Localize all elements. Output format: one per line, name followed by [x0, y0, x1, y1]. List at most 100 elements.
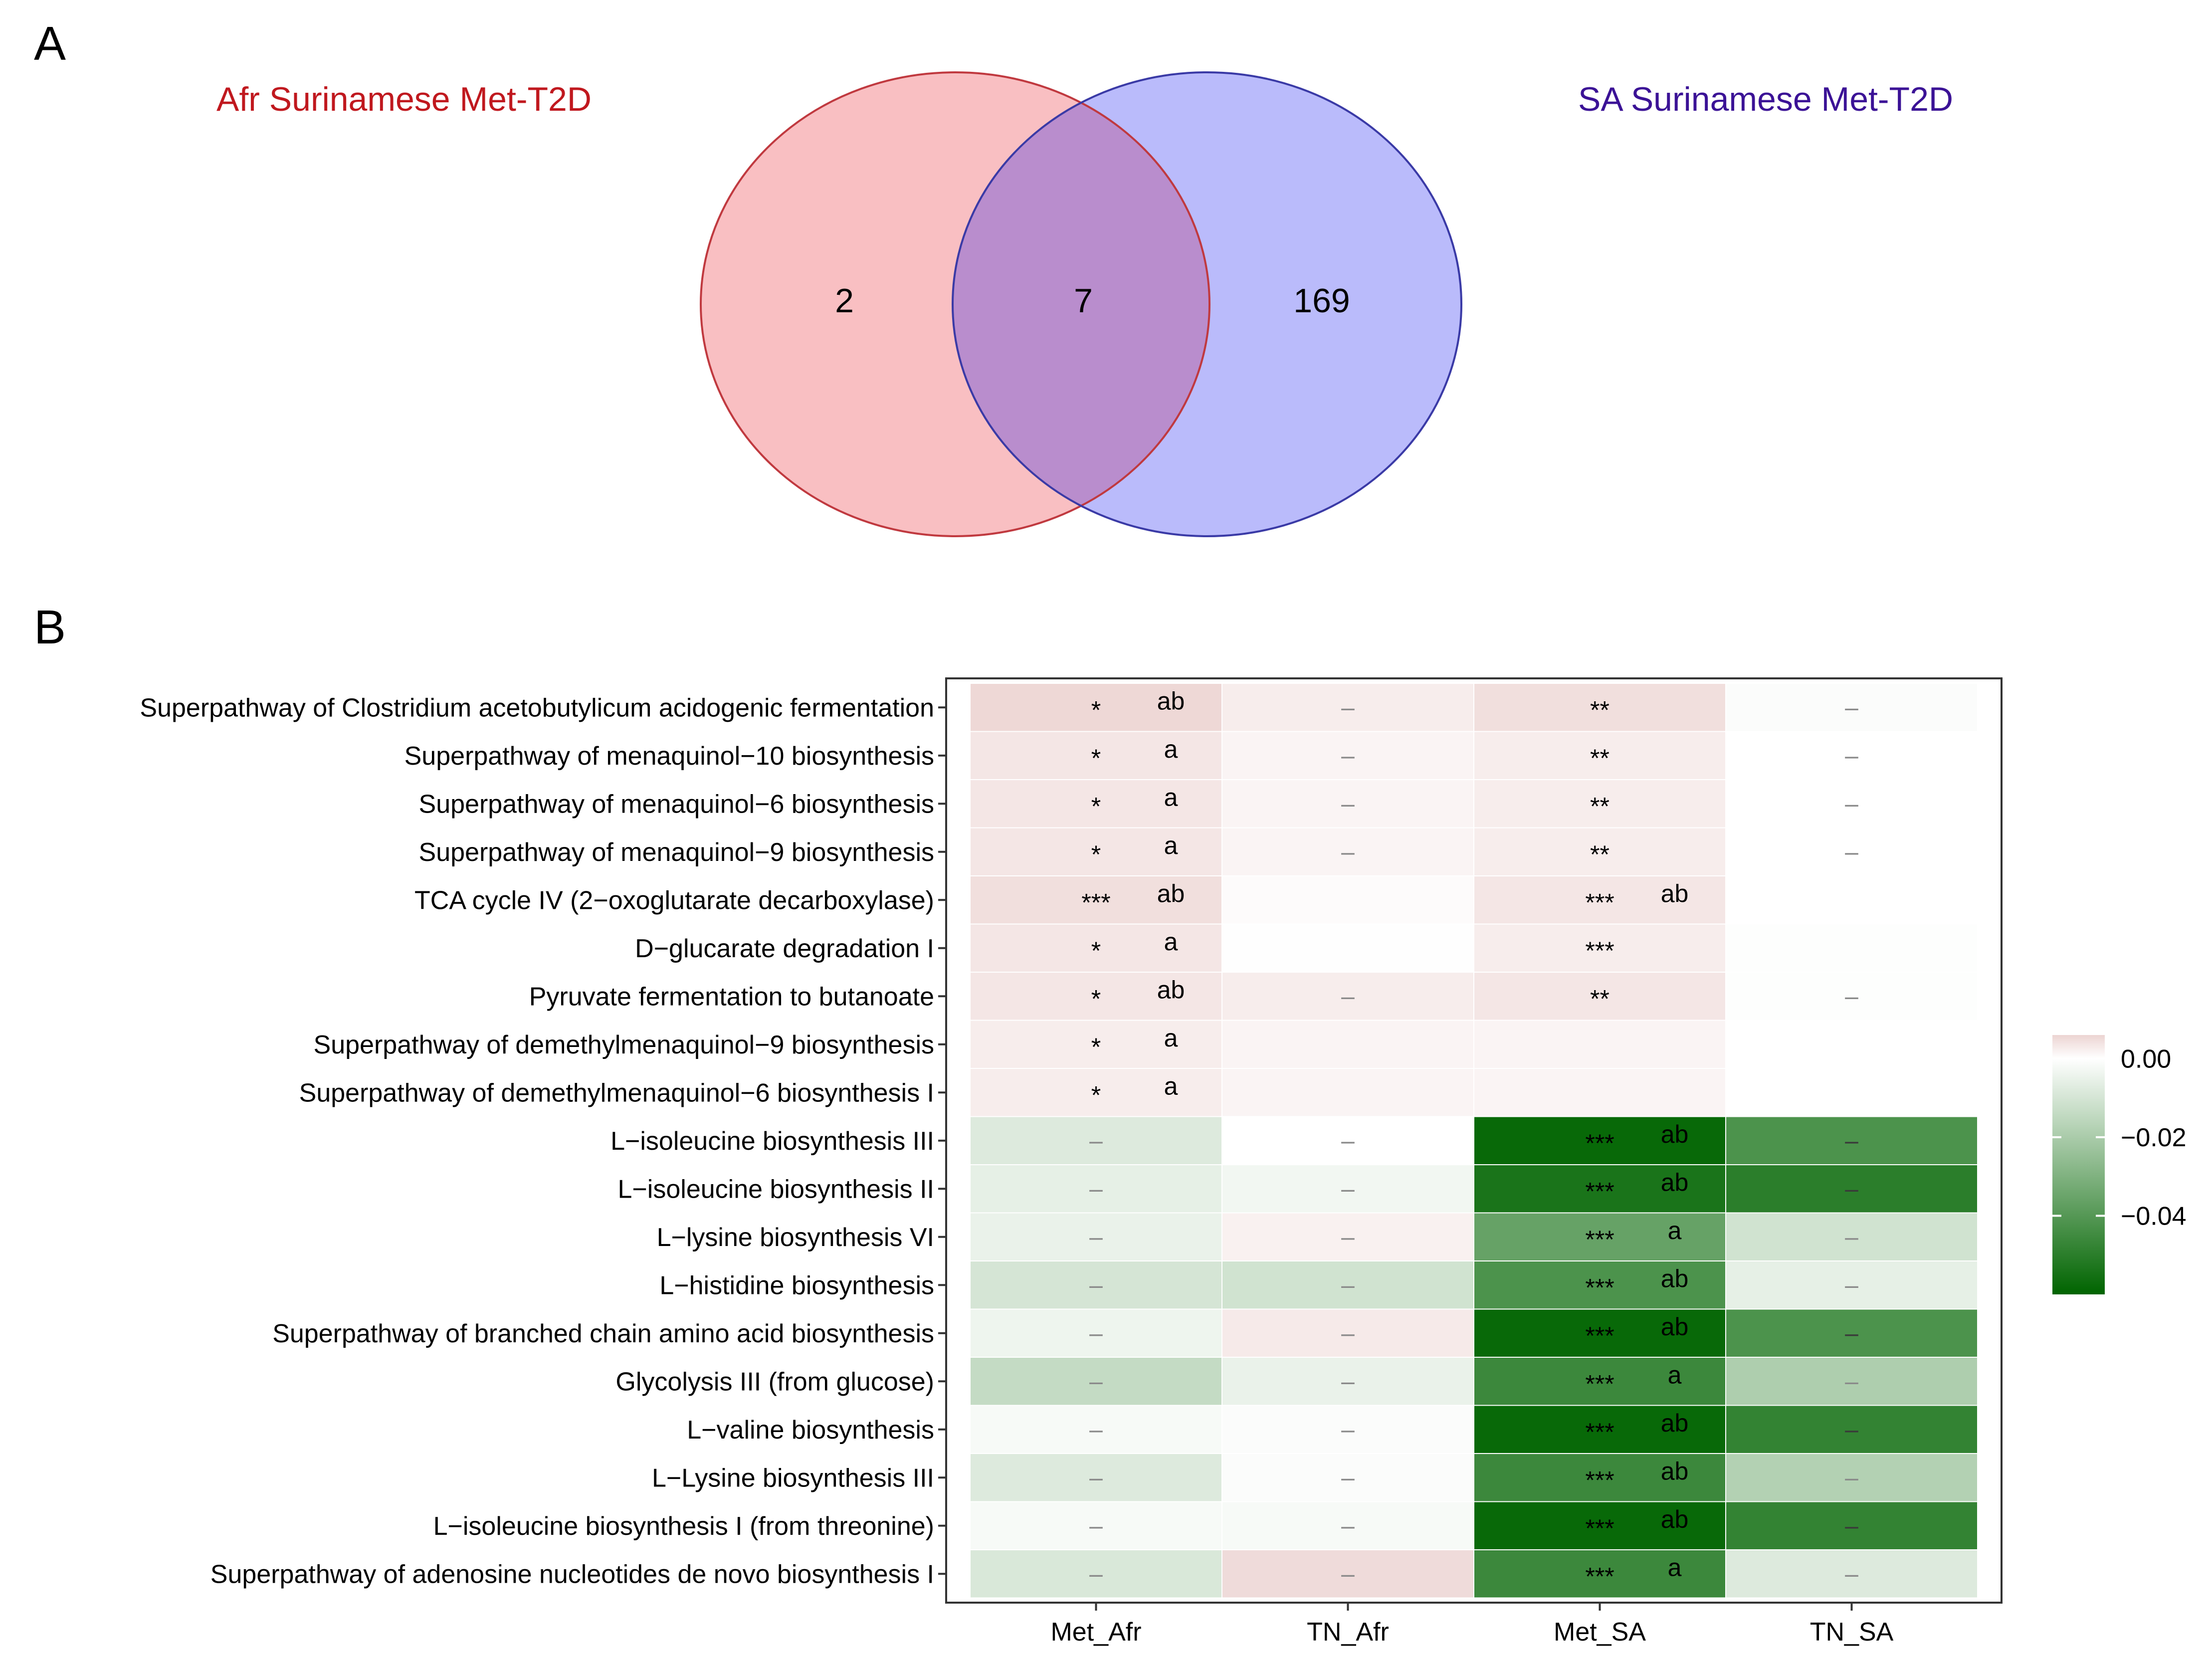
heatmap-dash: –: [1845, 1513, 1858, 1539]
heatmap-cell: [1474, 1406, 1725, 1453]
heatmap-cell: [1222, 684, 1473, 731]
heatmap-cell: [1726, 1406, 1977, 1453]
heatmap-row-label: L−isoleucine biosynthesis II: [618, 1175, 935, 1204]
significance-stars: *: [1091, 744, 1101, 772]
heatmap-row-label: L−valine biosynthesis: [687, 1416, 934, 1445]
heatmap-cell: [1474, 924, 1725, 972]
heatmap-dash: –: [1089, 1417, 1103, 1443]
heatmap-dash: –: [1845, 839, 1858, 865]
heatmap-cell: [1726, 1550, 1977, 1598]
heatmap-dash: –: [1845, 743, 1858, 769]
group-letter: ab: [1661, 1457, 1689, 1485]
heatmap-cell: [1474, 1502, 1725, 1549]
group-letter: a: [1164, 832, 1178, 859]
legend-colorbar: [2052, 1035, 2105, 1294]
heatmap-cell: [971, 1406, 1221, 1453]
significance-stars: ***: [1585, 1466, 1614, 1494]
heatmap-dash: –: [1845, 1417, 1858, 1443]
heatmap-cell: [1726, 924, 1977, 972]
group-letter: ab: [1157, 976, 1185, 1004]
venn-diagram: Afr Surinamese Met-T2D SA Surinamese Met…: [216, 71, 1953, 537]
heatmap-dash: –: [1845, 1128, 1858, 1154]
heatmap-row-label: Superpathway of menaquinol−6 biosynthesi…: [419, 790, 934, 819]
group-letter: a: [1164, 735, 1178, 763]
heatmap-dash: –: [1845, 1320, 1858, 1347]
heatmap-cell: [1726, 876, 1977, 924]
heatmap-cell: [1726, 1502, 1977, 1549]
group-letter: ab: [1661, 1409, 1689, 1437]
heatmap-row-label: Superpathway of branched chain amino aci…: [272, 1319, 934, 1348]
venn-set-label-sa: SA Surinamese Met-T2D: [1578, 80, 1953, 118]
heatmap-cell: [971, 973, 1221, 1020]
significance-stars: ***: [1585, 1370, 1614, 1398]
venn-count-intersection: 7: [1074, 282, 1093, 320]
significance-stars: **: [1590, 840, 1609, 868]
heatmap-cell: [1222, 1454, 1473, 1501]
heatmap-cell: [1726, 1069, 1977, 1116]
heatmap-dash: –: [1845, 1368, 1858, 1395]
heatmap-cell: [1222, 1069, 1473, 1116]
heatmap-cell: [971, 1261, 1221, 1309]
heatmap-cell: [1222, 973, 1473, 1020]
group-letter: ab: [1157, 687, 1185, 715]
heatmap-cell: [971, 684, 1221, 731]
heatmap-row-label: D−glucarate degradation I: [635, 934, 934, 963]
significance-stars: **: [1590, 744, 1609, 772]
heatmap-cell: [971, 1550, 1221, 1598]
color-legend: 0.00 −0.02 −0.04: [2052, 1035, 2187, 1294]
heatmap-cell: [1222, 1358, 1473, 1405]
significance-stars: ***: [1585, 1418, 1614, 1446]
significance-stars: *: [1091, 937, 1101, 965]
heatmap-cell: [1474, 1358, 1725, 1405]
heatmap-dash: –: [1845, 694, 1858, 721]
heatmap-column-label: TN_SA: [1810, 1618, 1894, 1647]
heatmap-row-label: Superpathway of Clostridium acetobutylic…: [140, 693, 934, 722]
heatmap-dash: –: [1089, 1464, 1103, 1491]
significance-stars: ***: [1585, 888, 1614, 916]
heatmap-cell: [1726, 732, 1977, 779]
heatmap-cell: [1474, 732, 1725, 779]
heatmap: * ab – ** –* a – ** –* a – ** –* a – ** –*** ab *** ab* a ***…: [140, 677, 2003, 1647]
group-letter: ab: [1661, 1313, 1689, 1341]
heatmap-cell: [1726, 780, 1977, 828]
heatmap-dash: –: [1845, 1224, 1858, 1250]
significance-stars: **: [1590, 985, 1609, 1013]
heatmap-cell: [1726, 1454, 1977, 1501]
significance-stars: **: [1590, 696, 1609, 724]
group-letter: ab: [1661, 1168, 1689, 1196]
heatmap-cell: [1726, 1358, 1977, 1405]
heatmap-cell: [1222, 1165, 1473, 1213]
heatmap-cell: [971, 1165, 1221, 1213]
group-letter: a: [1164, 1072, 1178, 1100]
significance-stars: ***: [1585, 937, 1614, 965]
significance-stars: *: [1091, 696, 1101, 724]
significance-stars: ***: [1585, 1562, 1614, 1590]
heatmap-cell: [1222, 780, 1473, 828]
heatmap-dash: –: [1089, 1513, 1103, 1539]
heatmap-cell: [1222, 732, 1473, 779]
significance-stars: ***: [1585, 1514, 1614, 1542]
heatmap-dash: –: [1341, 839, 1355, 865]
group-letter: ab: [1157, 879, 1185, 907]
heatmap-dash: –: [1341, 983, 1355, 1010]
heatmap-cell: [1474, 1261, 1725, 1309]
heatmap-cell: [1222, 1213, 1473, 1260]
heatmap-dash: –: [1341, 1368, 1355, 1395]
heatmap-cell: [1726, 828, 1977, 875]
heatmap-row-label: Superpathway of demethylmenaquinol−6 bio…: [299, 1078, 934, 1107]
significance-stars: *: [1091, 1081, 1101, 1109]
venn-count-afr-only: 2: [835, 282, 854, 320]
heatmap-cell: [1474, 973, 1725, 1020]
group-letter: a: [1164, 783, 1178, 811]
heatmap-cell: [1726, 1117, 1977, 1164]
heatmap-cell: [1726, 684, 1977, 731]
heatmap-dash: –: [1341, 1417, 1355, 1443]
heatmap-cell: [1474, 1021, 1725, 1068]
legend-ticks: 0.00 −0.02 −0.04: [2052, 1044, 2187, 1231]
heatmap-dash: –: [1341, 1320, 1355, 1347]
heatmap-cell: [1474, 1213, 1725, 1260]
heatmap-dash: –: [1089, 1176, 1103, 1202]
group-letter: ab: [1661, 1505, 1689, 1533]
heatmap-cell: [1474, 780, 1725, 828]
